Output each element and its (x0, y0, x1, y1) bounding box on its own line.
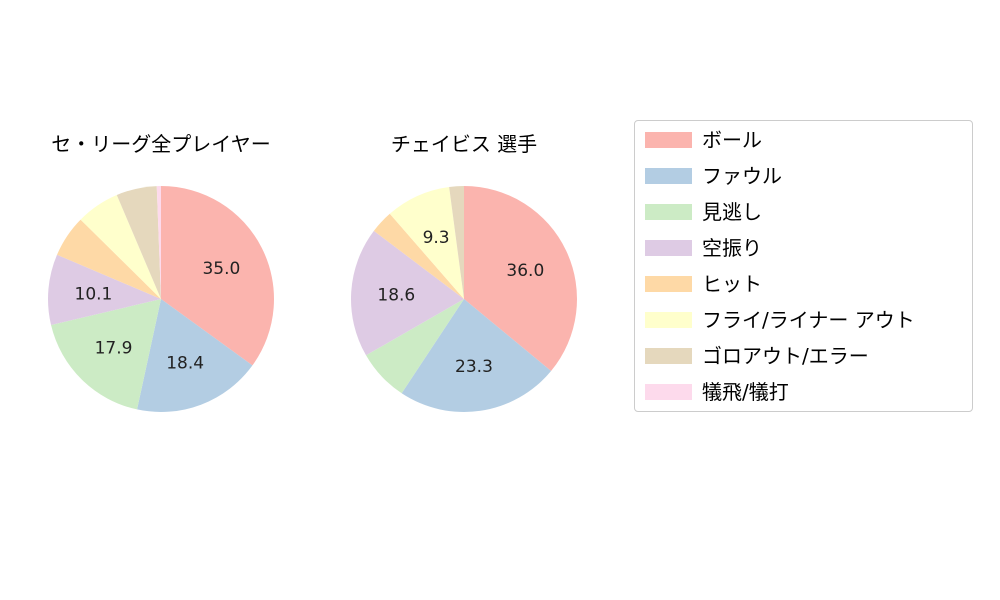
slice-label: 10.1 (75, 284, 113, 304)
left-chart-title: セ・リーグ全プレイヤー (51, 132, 271, 156)
legend-item-looking (645, 200, 692, 224)
pie-slice (47, 254, 161, 326)
legend-item-swinging (645, 236, 692, 260)
pie-slice (137, 299, 253, 413)
legend-item-ball (645, 128, 692, 152)
legend-label: ボール (702, 128, 762, 152)
pie-slice (51, 299, 161, 410)
pie-slice (373, 213, 464, 299)
slice-label: 36.0 (506, 261, 544, 281)
pie-slice (366, 299, 464, 394)
legend-swatch (645, 384, 692, 400)
pie-slice (116, 186, 161, 299)
legend-item-fly-out (645, 308, 692, 332)
legend-label: フライ/ライナー アウト (702, 308, 915, 332)
legend-label: 空振り (702, 236, 762, 260)
legend-swatch (645, 204, 692, 220)
slice-label: 23.3 (455, 357, 493, 377)
legend-label: 見逃し (702, 200, 762, 224)
slice-label: 35.0 (202, 259, 240, 279)
legend-swatch (645, 348, 692, 364)
right-pie-chart: 36.0 23.3 18.6 9.3 (351, 186, 577, 412)
legend-label: ヒット (702, 272, 762, 296)
legend-swatch (645, 312, 692, 328)
pie-slice (464, 186, 577, 372)
pie-slice (57, 219, 161, 299)
slice-label: 18.6 (377, 286, 415, 306)
right-chart-title: チェイビス 選手 (390, 132, 538, 156)
legend-item-hit (645, 272, 692, 296)
pie-slice (449, 186, 464, 299)
legend-swatch (645, 132, 692, 148)
legend-swatch (645, 168, 692, 184)
pie-slice (156, 186, 161, 299)
pie-slice (351, 230, 464, 356)
legend-label: ゴロアウト/エラー (702, 344, 869, 368)
legend-item-sacrifice (645, 380, 692, 404)
pie-slice (161, 186, 274, 366)
left-pie-chart: 35.0 18.4 17.9 10.1 (47, 186, 274, 413)
legend: ボール ファウル 見逃し 空振り ヒット フライ/ライナー アウト ゴロアウト/… (634, 120, 973, 412)
legend-item-foul (645, 164, 692, 188)
pie-slice (401, 299, 552, 412)
pie-slice (389, 186, 464, 299)
slice-label: 9.3 (423, 228, 450, 248)
slice-label: 18.4 (166, 353, 204, 373)
legend-item-ground-out (645, 344, 692, 368)
legend-swatch (645, 276, 692, 292)
slice-label: 17.9 (95, 338, 133, 358)
pie-slice (80, 195, 161, 299)
legend-label: ファウル (702, 164, 782, 188)
legend-swatch (645, 240, 692, 256)
legend-label: 犠飛/犠打 (702, 380, 789, 404)
